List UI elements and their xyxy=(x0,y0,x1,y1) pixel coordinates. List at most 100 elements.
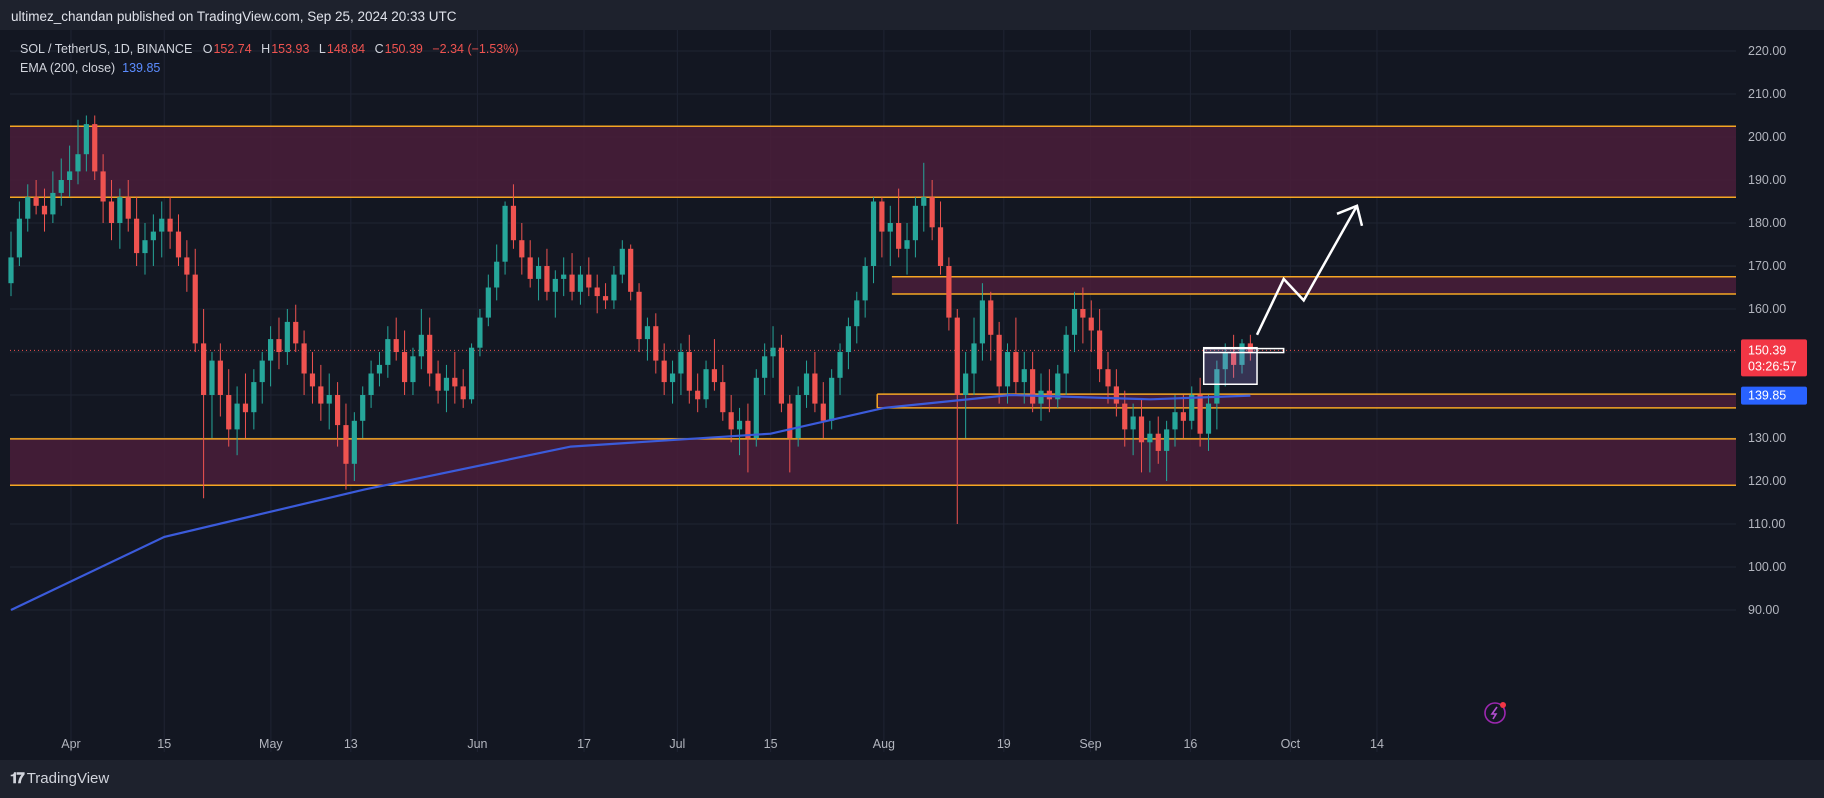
candle-body xyxy=(1013,352,1019,383)
candle-body xyxy=(435,373,441,391)
candle-body xyxy=(829,377,835,421)
candle-body xyxy=(870,201,877,266)
candle-body xyxy=(360,395,366,421)
time-axis-label: 13 xyxy=(344,737,358,751)
price-axis-label: 210.00 xyxy=(1748,87,1786,101)
flash-icon-bolt xyxy=(1490,706,1498,720)
candle-body xyxy=(661,360,667,383)
candle-body xyxy=(586,274,592,288)
candle-body xyxy=(594,287,600,297)
candle-body xyxy=(1214,369,1220,404)
candle-body xyxy=(376,364,383,374)
candle-body xyxy=(318,386,324,404)
candle-body xyxy=(628,248,634,292)
legend-ema-row[interactable]: EMA (200, close) 139.85 xyxy=(20,59,525,77)
candle-body xyxy=(209,360,215,395)
candle-body xyxy=(175,231,182,258)
publisher-text: ultimez_chandan published on TradingView… xyxy=(11,9,457,24)
candle-body xyxy=(276,339,282,352)
brand-name: TradingView xyxy=(26,770,110,787)
candle-body xyxy=(1071,309,1078,335)
candle-body xyxy=(1222,352,1228,370)
ema-200-line xyxy=(10,393,1251,611)
chart-area[interactable]: 220.00 210.00 200.00 190.00 180.00 170.00 160.… xyxy=(0,30,1824,760)
candle-body xyxy=(602,296,609,301)
candle-body xyxy=(921,197,927,206)
candle-body xyxy=(1105,369,1111,387)
candle-body xyxy=(510,205,517,241)
candle-body xyxy=(728,412,734,430)
candle-body xyxy=(619,248,625,275)
candle-body xyxy=(418,334,424,357)
candle-body xyxy=(351,420,357,464)
candle-body xyxy=(544,266,550,292)
candle-body xyxy=(678,352,684,374)
candle-body xyxy=(762,356,768,378)
time-axis-label: Apr xyxy=(61,737,80,751)
legend-open-key: O xyxy=(202,42,213,56)
candle-body xyxy=(954,317,960,395)
price-axis-label: 190.00 xyxy=(1748,173,1786,187)
time-axis-label: Aug xyxy=(873,737,895,751)
candle-body xyxy=(535,266,542,279)
candle-body xyxy=(854,300,860,327)
legend-low-key: L xyxy=(318,42,326,56)
candle-body xyxy=(736,420,743,430)
candle-body xyxy=(946,266,952,318)
candle-body xyxy=(477,317,483,348)
candle-body xyxy=(770,347,776,357)
candle-body xyxy=(201,343,207,395)
price-axis-label: 160.00 xyxy=(1748,302,1786,316)
candle-body xyxy=(368,373,374,395)
zone-fill xyxy=(10,126,1736,198)
tradingview-logo[interactable]: 𝟏𝟕 TradingView xyxy=(10,770,109,787)
candle-body xyxy=(301,343,307,374)
legend-symbol[interactable]: SOL / TetherUS, 1D, BINANCE xyxy=(20,42,193,56)
candle-body xyxy=(159,218,165,232)
candle-body xyxy=(125,197,131,219)
candle-body xyxy=(879,201,885,232)
candle-body xyxy=(803,373,810,395)
candle-body xyxy=(8,257,14,284)
chart-legend: SOL / TetherUS, 1D, BINANCE O152.74 H153… xyxy=(20,40,525,77)
candle-body xyxy=(427,334,433,374)
time-axis-label: 15 xyxy=(764,737,778,751)
legend-ohlc-row: SOL / TetherUS, 1D, BINANCE O152.74 H153… xyxy=(20,40,525,58)
candle-body xyxy=(284,321,290,352)
legend-close: 150.39 xyxy=(384,42,423,56)
flash-icon[interactable] xyxy=(1484,702,1506,724)
candle-body xyxy=(1030,369,1036,404)
time-axis-label: Jul xyxy=(669,737,685,751)
candle-body xyxy=(1021,369,1027,383)
candle-body xyxy=(937,227,944,266)
consolidation-box xyxy=(1202,346,1258,386)
time-axis-label: 14 xyxy=(1370,737,1384,751)
candle-body xyxy=(468,347,475,400)
candle-body xyxy=(896,223,902,249)
legend-close-key: C xyxy=(374,42,384,56)
notification-dot xyxy=(1500,702,1506,708)
zone-fill xyxy=(891,276,1736,294)
time-axis-label: May xyxy=(259,737,283,751)
candle-body xyxy=(485,287,491,318)
candle-body xyxy=(217,360,223,395)
candle-body xyxy=(1004,352,1011,387)
candle-body xyxy=(527,257,533,279)
last-price-badge xyxy=(1741,339,1807,377)
candle-body xyxy=(845,326,852,352)
candle-body xyxy=(134,218,140,254)
price-axis-label: 180.00 xyxy=(1748,216,1786,230)
candle-body xyxy=(1147,433,1153,443)
candle-body xyxy=(1122,403,1128,430)
candle-body xyxy=(142,240,148,254)
ema-badge-value: 139.85 xyxy=(1748,389,1786,403)
candle-body xyxy=(1088,317,1094,331)
last-price-value: 150.39 xyxy=(1748,343,1786,357)
price-axis-label: 200.00 xyxy=(1748,130,1786,144)
candle-body xyxy=(410,356,416,383)
price-axis-label: 220.00 xyxy=(1748,44,1786,58)
price-axis-label: 90.00 xyxy=(1748,603,1779,617)
candle-body xyxy=(569,274,575,292)
candlestick-chart[interactable]: 220.00 210.00 200.00 190.00 180.00 170.00 160.… xyxy=(0,30,1824,760)
candle-body xyxy=(720,382,726,413)
